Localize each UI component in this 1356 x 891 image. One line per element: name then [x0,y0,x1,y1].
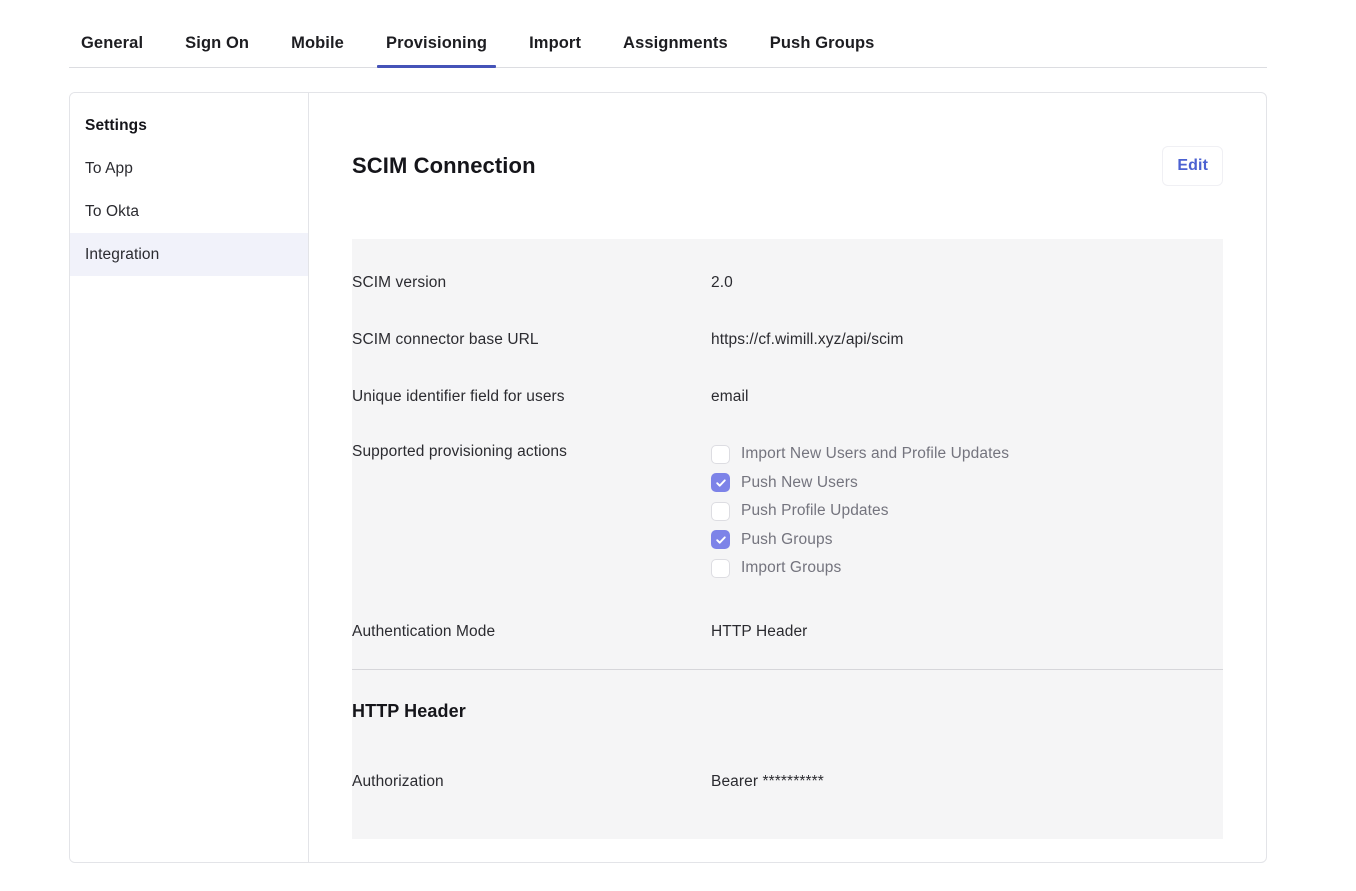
supported-provisioning-actions-row: Supported provisioning actions Import Ne… [352,426,1223,597]
scim-connection-band: SCIM version 2.0 SCIM connector base URL ht… [352,239,1223,839]
tab-import[interactable]: Import [529,33,582,52]
provisioning-action-label: Push New Users [741,473,858,491]
tab-push-groups[interactable]: Push Groups [769,33,875,52]
checkbox-checked-icon[interactable] [711,473,730,493]
row-label: SCIM connector base URL [352,331,539,349]
row-label: Authentication Mode [352,623,496,641]
row-value: email [711,388,749,406]
provisioning-action-item[interactable]: Import New Users and Profile Updates [711,440,1009,469]
provisioning-action-label: Import Groups [741,559,842,577]
section-header: SCIM Connection Edit [309,93,1266,239]
edit-button[interactable]: Edit [1162,146,1223,186]
row-value: HTTP Header [711,623,808,641]
provisioning-actions-list: Import New Users and Profile Updates Push… [711,440,1009,583]
table-row: Authorization Bearer ********** [352,754,1223,811]
row-label: Supported provisioning actions [352,443,567,460]
provisioning-action-item[interactable]: Push Profile Updates [711,497,1009,526]
band-bottom-spacer [352,811,1223,839]
http-header-rows: Authorization Bearer ********** [352,754,1223,811]
authentication-mode-row: Authentication Mode HTTP Header [352,597,1223,669]
table-row: SCIM connector base URL https://cf.wimill… [352,312,1223,369]
scim-field-rows: SCIM version 2.0 SCIM connector base URL ht… [352,255,1223,426]
row-value: 2.0 [711,274,733,292]
table-row: Unique identifier field for users email [352,369,1223,426]
row-label: Authorization [352,772,444,790]
sidebar-item-integration[interactable]: Integration [70,233,308,276]
provisioning-action-label: Push Profile Updates [741,502,889,520]
page-title: SCIM Connection [352,153,536,178]
band-top-spacer [352,239,1223,255]
provisioning-action-item[interactable]: Push New Users [711,469,1009,498]
tab-general[interactable]: General [81,33,144,52]
section-divider [352,668,1223,670]
row-label: Unique identifier field for users [352,388,565,406]
tab-provisioning[interactable]: Provisioning [376,34,497,68]
sidebar-item-settings: Settings [85,116,147,134]
checkbox-checked-icon[interactable] [711,530,730,550]
checkbox-unchecked-icon[interactable] [711,501,730,521]
row-value: https://cf.wimill.xyz/api/scim [711,331,904,349]
checkbox-unchecked-icon[interactable] [711,444,730,464]
sidebar-item-to-app[interactable]: To App [85,159,134,177]
row-value: Bearer ********** [711,772,824,790]
checkbox-unchecked-icon[interactable] [711,558,730,578]
provisioning-sidebar: Settings To App To Okta Integration [70,93,309,862]
provisioning-panel: Settings To App To Okta Integration SCIM Co… [69,92,1267,863]
sidebar-item-to-okta[interactable]: To Okta [85,202,140,220]
table-row: SCIM version 2.0 [352,255,1223,312]
provisioning-action-item[interactable]: Import Groups [711,554,1009,583]
provisioning-action-item[interactable]: Push Groups [711,526,1009,555]
tab-mobile[interactable]: Mobile [291,33,344,52]
provisioning-action-label: Import New Users and Profile Updates [741,445,1010,463]
http-header-title: HTTP Header [352,701,466,721]
app-tabs: General Sign On Mobile Provisioning Import As… [69,0,1267,68]
tab-sign-on[interactable]: Sign On [185,33,250,52]
tab-assignments[interactable]: Assignments [623,33,728,52]
provisioning-content: SCIM Connection Edit SCIM version 2.0 SCIM… [309,93,1266,862]
provisioning-action-label: Push Groups [741,530,833,548]
row-label: SCIM version [352,274,447,292]
